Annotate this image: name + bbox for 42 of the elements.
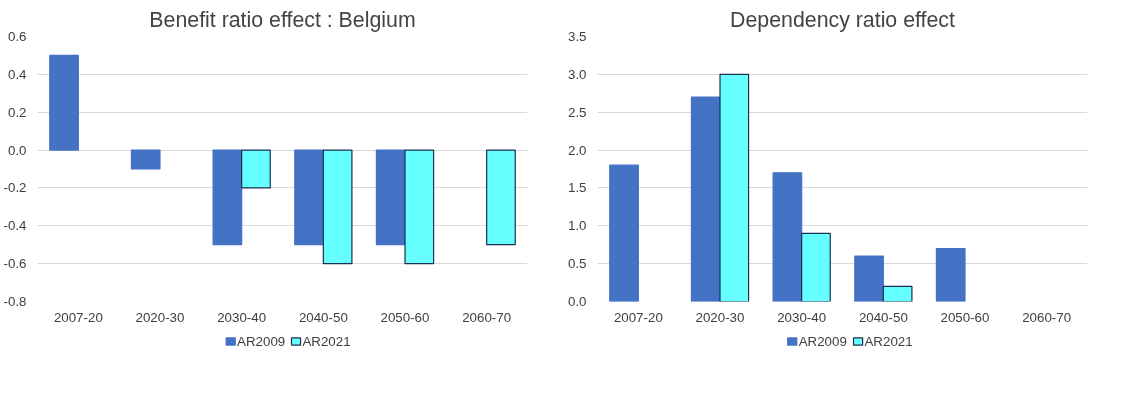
bar — [719, 73, 750, 302]
y-tick-label: 2.5 — [567, 104, 587, 120]
y-tick-label: 0.2 — [7, 104, 27, 120]
y-tick-label: 3.0 — [567, 66, 587, 82]
x-tick-label: 2030-40 — [217, 309, 267, 325]
x-tick-label: 2040-50 — [858, 309, 908, 325]
bar — [772, 172, 803, 302]
x-tick-label: 2060-70 — [1022, 309, 1072, 325]
y-tick-label: -0.2 — [3, 180, 27, 196]
y-tick-label: 0.5 — [567, 256, 587, 272]
y-tick-label: 1.5 — [567, 180, 587, 196]
x-tick-label: 2040-50 — [298, 309, 348, 325]
y-tick-label: 0.6 — [7, 29, 27, 44]
legend-label: AR2021 — [864, 334, 913, 349]
legend-label: AR2021 — [302, 334, 351, 349]
y-tick-label: 2.0 — [567, 142, 587, 158]
bar — [801, 232, 831, 302]
x-tick-label: 2020-30 — [695, 309, 745, 325]
x-tick-label: 2050-60 — [380, 309, 430, 325]
chart-title: Benefit ratio effect : Belgium — [149, 7, 416, 32]
x-tick-label: 2020-30 — [135, 309, 185, 325]
x-tick-label: 2007-20 — [53, 309, 103, 325]
bar — [854, 255, 884, 302]
legend-label: AR2009 — [798, 334, 847, 349]
x-tick-label: 2007-20 — [613, 309, 663, 325]
bar — [935, 247, 966, 302]
x-tick-label: 2030-40 — [777, 309, 827, 325]
y-tick-label: -0.4 — [3, 218, 28, 234]
x-tick-label: 2060-70 — [462, 309, 512, 325]
bar — [690, 96, 721, 302]
y-tick-label: 0.4 — [7, 66, 28, 82]
y-tick-label: -0.6 — [3, 256, 27, 272]
y-tick-label: 0.0 — [7, 142, 27, 158]
y-tick-label: 3.5 — [567, 29, 587, 44]
y-tick-label: -0.8 — [3, 294, 27, 309]
y-tick-label: 1.0 — [567, 218, 587, 234]
x-tick-label: 2050-60 — [940, 309, 990, 325]
chart-title: Dependency ratio effect — [730, 7, 956, 32]
legend-label: AR2009 — [237, 334, 286, 349]
bar — [609, 164, 639, 302]
y-tick-label: 0.0 — [567, 294, 587, 309]
bar — [882, 285, 913, 302]
